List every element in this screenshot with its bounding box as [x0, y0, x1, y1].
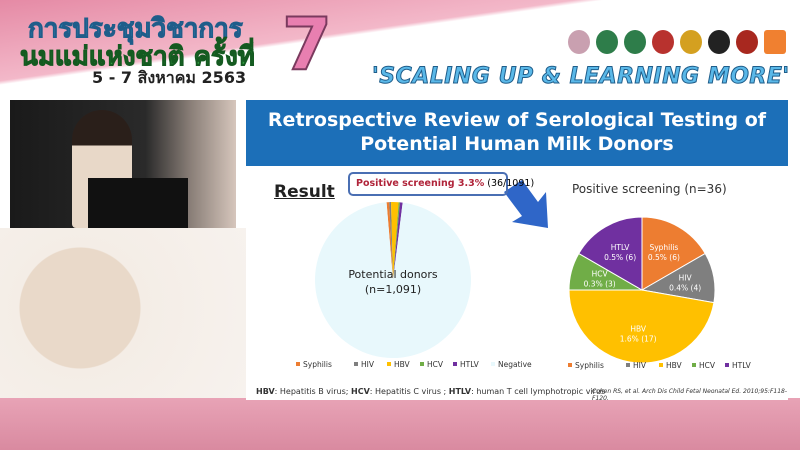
callout-bold: Positive screening 3.3% [356, 178, 485, 189]
left-pie-label: Potential donors [348, 268, 438, 281]
citation: Cohen RS, et al. Arch Dis Child Fetal Ne… [592, 388, 788, 402]
legend-label-negative: Negative [498, 360, 532, 369]
title-line2: Potential Human Milk Donors [360, 133, 674, 155]
logo-icon [708, 30, 730, 54]
pie-slice-hbv [568, 289, 715, 364]
abbr-text: : Hepatitis C virus ; [369, 387, 449, 396]
logo-icon [680, 30, 702, 54]
legend-swatch [568, 363, 572, 367]
conference-title-line1: การประชุมวิชาการ [28, 14, 244, 45]
logo-icon [764, 30, 786, 54]
slice-value-label: 0.4% (4) [669, 283, 701, 292]
legend-swatch [296, 362, 300, 366]
edition-number: 7 [281, 1, 333, 87]
logo-icon [596, 30, 618, 54]
legend-swatch [491, 362, 495, 366]
title-line1: Retrospective Review of Serological Test… [267, 109, 767, 131]
pie-slice-hbv [391, 202, 399, 280]
abbr-text: : human T cell lymphotropic virus [471, 387, 606, 396]
logo-icon [652, 30, 674, 54]
slice-label: HIV [679, 273, 693, 282]
slice-value-label: 1.6% (17) [620, 335, 657, 344]
legend-label-syphilis: Syphilis [575, 361, 604, 370]
sponsor-logos [568, 30, 786, 54]
legend-swatch [692, 363, 696, 367]
arrow-icon [504, 180, 548, 228]
slice-value-label: 0.5% (6) [604, 253, 636, 262]
legend-swatch [626, 363, 630, 367]
slogan: 'SCALING UP & LEARNING MORE' [372, 64, 790, 90]
slice-value-label: 0.3% (3) [584, 280, 616, 289]
legend-swatch [354, 362, 358, 366]
legend-swatch [387, 362, 391, 366]
legend-label-hcv: HCV [427, 360, 444, 369]
abbr: HBV [256, 387, 275, 396]
abbr: HCV [351, 387, 370, 396]
abbr: HTLV [448, 387, 472, 396]
logo-icon [624, 30, 646, 54]
positive-callout: Positive screening 3.3% (36/1091) [348, 172, 534, 196]
speaker-video [10, 100, 236, 228]
left-pie-label-n: (n=1,091) [365, 283, 421, 296]
legend-label-hbv: HBV [394, 360, 411, 369]
legend-swatch [725, 363, 729, 367]
legend-swatch [420, 362, 424, 366]
right-chart-title: Positive screening (n=36) [572, 182, 727, 196]
slice-label: HTLV [611, 243, 631, 252]
pie-slice-syphilis [641, 216, 706, 291]
slice-label: Syphilis [649, 243, 678, 252]
podium [88, 178, 188, 228]
legend-label-hcv: HCV [699, 361, 716, 370]
legend-label-htlv: HTLV [732, 361, 752, 370]
slice-label: HBV [630, 325, 647, 334]
legend-label-hiv: HIV [361, 360, 375, 369]
legend-label-hiv: HIV [633, 361, 647, 370]
pie-slice-htlv [578, 216, 643, 291]
presentation-slide: Retrospective Review of Serological Test… [246, 100, 788, 402]
footer-band [0, 398, 800, 450]
legend-swatch [453, 362, 457, 366]
pie-slice-hcv [393, 202, 400, 280]
logo-icon [568, 30, 590, 54]
pie-slice-syphilis [386, 202, 393, 280]
child-photo [0, 228, 246, 400]
pie-slice-htlv [393, 202, 403, 280]
pie-slice-hiv [389, 202, 393, 280]
slice-label: HCV [592, 270, 609, 279]
legend-label-hbv: HBV [666, 361, 683, 370]
slide-title: Retrospective Review of Serological Test… [246, 100, 788, 166]
callout-count: (36/1091) [484, 178, 535, 189]
conference-date: 5 - 7 สิงหาคม 2563 [92, 68, 247, 87]
result-heading: Result [274, 182, 335, 202]
logo-icon [736, 30, 758, 54]
conference-title-line2: นมแม่แห่งชาติ ครั้งที่ [20, 42, 256, 73]
abbr-text: : Hepatitis B virus; [274, 387, 352, 396]
legend-label-syphilis: Syphilis [303, 360, 332, 369]
slice-value-label: 0.5% (6) [648, 253, 680, 262]
pie-slice-negative [315, 202, 472, 358]
legend-swatch [659, 363, 663, 367]
abbreviations: HBV: Hepatitis B virus; HCV: Hepatitis C… [256, 387, 605, 396]
legend-label-htlv: HTLV [460, 360, 480, 369]
